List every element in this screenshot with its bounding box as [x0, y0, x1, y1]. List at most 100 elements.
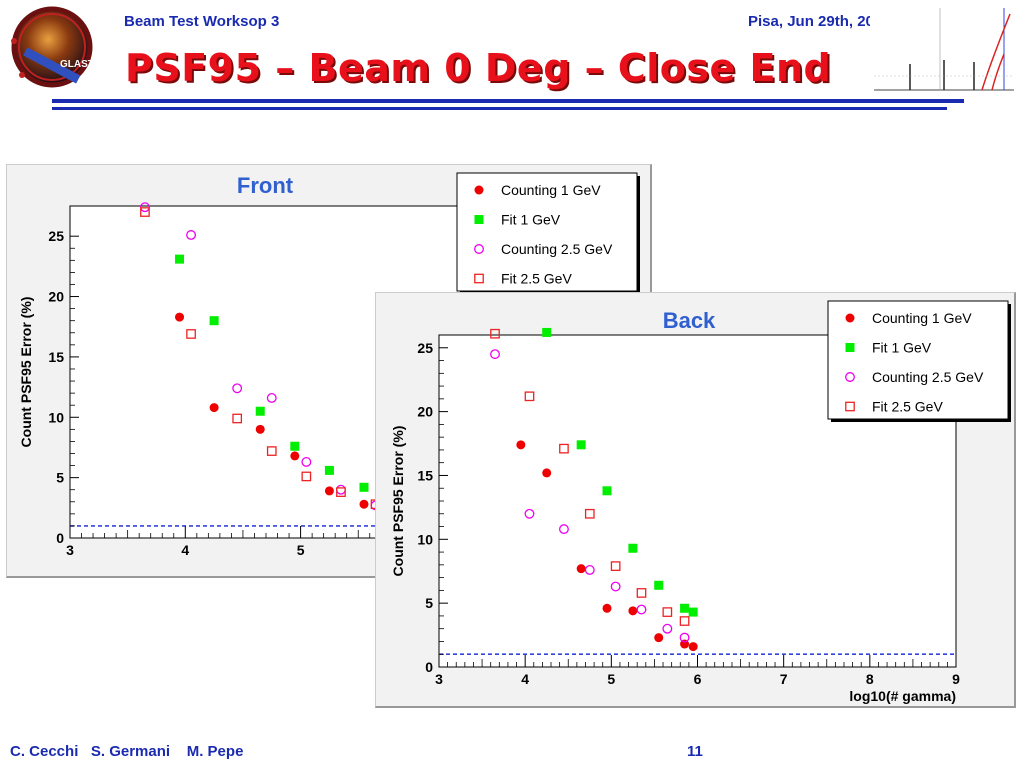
- data-point: [662, 623, 673, 634]
- back-chart: 0 5 10 15 20 25 3 4 5 6 7 8 9 Count PSF95 Error (%) lo…: [390, 300, 1011, 704]
- data-point: [584, 565, 595, 575]
- legend-marker: [474, 185, 484, 195]
- y-tick-label: 5: [425, 595, 433, 611]
- chart-title: Front: [237, 173, 294, 198]
- data-point: [232, 413, 243, 424]
- x-tick-label: 7: [780, 671, 788, 687]
- data-point: [688, 642, 698, 652]
- data-point: [186, 329, 196, 339]
- data-point: [542, 327, 552, 337]
- data-point: [359, 482, 369, 492]
- x-tick-label: 4: [521, 671, 529, 687]
- data-point: [290, 451, 300, 461]
- data-point: [524, 508, 535, 519]
- data-point: [516, 440, 526, 450]
- data-point: [490, 328, 500, 339]
- data-point: [679, 616, 690, 626]
- x-tick-label: 3: [66, 542, 74, 558]
- data-point: [636, 604, 647, 615]
- y-tick-label: 5: [56, 470, 64, 486]
- legend-marker: [474, 244, 484, 254]
- y-tick-label: 20: [48, 289, 64, 305]
- data-point: [266, 393, 277, 403]
- data-point: [175, 254, 185, 264]
- data-point: [576, 564, 586, 574]
- series-counting-2-5-gev: [490, 349, 690, 643]
- data-point: [542, 468, 552, 478]
- data-point: [359, 499, 369, 509]
- legend: Counting 1 GeV Fit 1 GeV Counting 2.5 GeV F…: [456, 172, 640, 294]
- data-point: [140, 207, 150, 217]
- y-tick-label: 25: [48, 228, 64, 244]
- legend-label: Fit 1 GeV: [872, 340, 932, 356]
- chart-title: Back: [663, 308, 716, 333]
- data-point: [336, 487, 346, 497]
- data-point: [186, 230, 197, 240]
- x-tick-label: 8: [866, 671, 874, 687]
- data-point: [559, 443, 569, 454]
- x-tick-label: 6: [694, 671, 702, 687]
- data-point: [524, 391, 535, 402]
- data-point: [628, 606, 638, 616]
- series-fit-1-gev: [542, 327, 698, 617]
- x-tick-label: 4: [181, 542, 189, 558]
- data-point: [232, 383, 243, 394]
- data-point: [628, 543, 638, 553]
- data-point: [576, 440, 586, 450]
- legend-marker: [845, 313, 855, 323]
- page-number: 11: [687, 743, 703, 760]
- legend-label: Counting 2.5 GeV: [872, 369, 984, 385]
- data-point: [602, 603, 612, 613]
- legend-marker: [845, 343, 855, 352]
- svg-text:GLAST: GLAST: [60, 59, 94, 70]
- legend-label: Counting 1 GeV: [872, 310, 972, 326]
- y-tick-label: 0: [425, 659, 433, 675]
- page-title: PSF95 – Beam 0 Deg – Close End: [125, 46, 832, 90]
- data-point: [636, 588, 647, 598]
- data-point: [680, 603, 690, 613]
- series-counting-1-gev: [516, 440, 698, 652]
- data-point: [290, 441, 300, 451]
- glast-logo: GLAST: [8, 5, 104, 95]
- data-point: [301, 456, 312, 467]
- legend-label: Fit 2.5 GeV: [872, 399, 943, 415]
- data-point: [490, 349, 500, 360]
- data-point: [324, 486, 334, 496]
- data-point: [610, 561, 621, 571]
- y-axis-label: Count PSF95 Error (%): [18, 297, 34, 448]
- legend-label: Counting 1 GeV: [501, 182, 601, 198]
- x-tick-label: 3: [435, 671, 443, 687]
- x-axis-label: log10(# gamma): [849, 688, 956, 704]
- data-point: [602, 486, 612, 496]
- legend: Counting 1 GeV Fit 1 GeV Counting 2.5 GeV F…: [827, 300, 1011, 422]
- front-chart: 05101520253456Count PSF95 Error (%)Front…: [18, 172, 640, 558]
- data-point: [679, 632, 690, 643]
- data-point: [324, 465, 334, 475]
- data-point: [654, 633, 664, 643]
- x-tick-label: 5: [297, 542, 305, 558]
- y-tick-label: 0: [56, 530, 64, 546]
- header-rule: [52, 99, 964, 103]
- legend-label: Counting 2.5 GeV: [501, 241, 613, 257]
- legend-marker: [474, 273, 484, 284]
- back-chart-panel: 0 5 10 15 20 25 3 4 5 6 7 8 9 Count PSF95 Error (%) lo…: [375, 292, 1016, 708]
- data-point: [209, 403, 219, 413]
- y-tick-label: 10: [48, 409, 64, 425]
- header-rule-lower: [52, 107, 947, 110]
- y-tick-label: 10: [417, 531, 433, 547]
- data-point: [688, 607, 698, 617]
- data-point: [558, 524, 569, 535]
- data-point: [175, 312, 185, 322]
- series-fit-2-5-gev: [490, 328, 690, 626]
- data-point: [255, 406, 265, 416]
- thumbnail-plot: [870, 4, 1018, 94]
- data-point: [662, 607, 673, 617]
- data-point: [584, 508, 595, 519]
- data-point: [266, 446, 277, 456]
- header-event: Beam Test Worksop 3: [124, 13, 280, 30]
- data-point: [255, 424, 265, 434]
- y-tick-label: 15: [48, 349, 64, 365]
- x-tick-label: 5: [607, 671, 615, 687]
- legend-label: Fit 1 GeV: [501, 212, 561, 228]
- x-tick-label: 9: [952, 671, 960, 687]
